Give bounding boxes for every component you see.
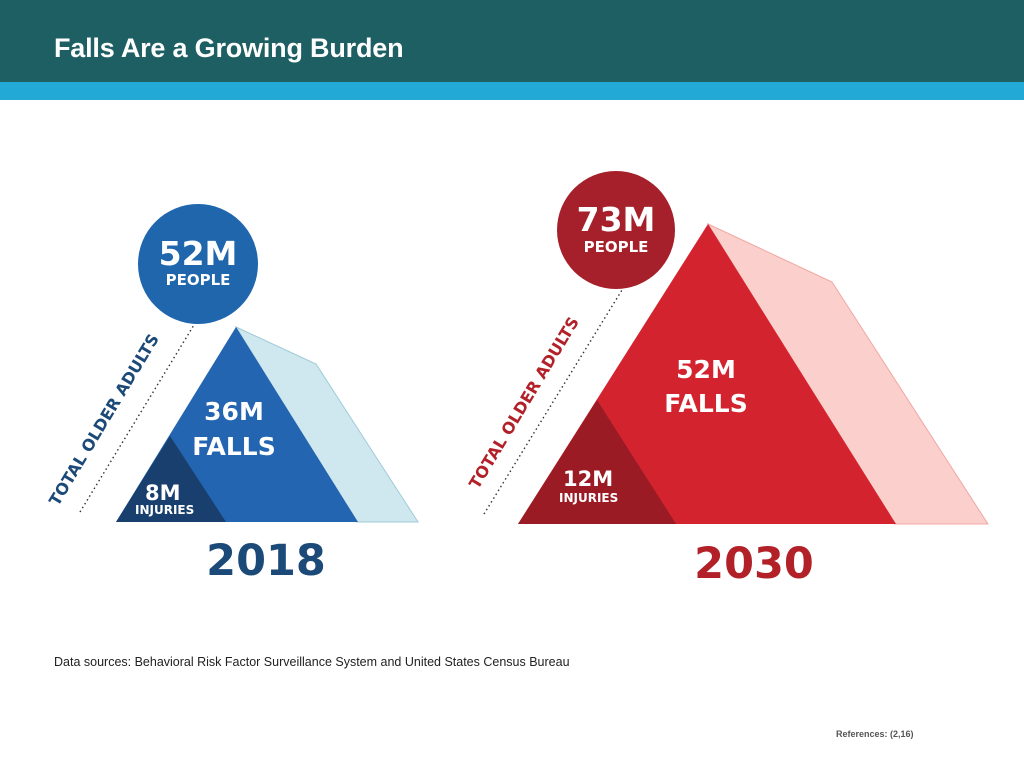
panel-2018: 52M PEOPLE TOTAL OLDER ADULTS 36M FALLS … — [45, 204, 419, 586]
people-2030-label: PEOPLE — [584, 238, 649, 256]
people-2030-circle — [557, 171, 675, 289]
total-older-adults-2018-dotted-line — [79, 319, 198, 513]
falls-2030-label: FALLS — [664, 389, 747, 418]
slide-header — [0, 0, 1024, 82]
people-2018-circle — [138, 204, 258, 324]
header-accent-stripe — [0, 82, 1024, 100]
slide-title: Falls Are a Growing Burden — [54, 33, 404, 63]
people-2030-value: 73M — [577, 200, 656, 239]
falls-infographic: 52M PEOPLE TOTAL OLDER ADULTS 36M FALLS … — [45, 171, 989, 589]
injuries-2030-value: 12M — [563, 467, 613, 491]
year-2030-label: 2030 — [694, 539, 814, 589]
total-older-adults-2030-dotted-line — [483, 289, 623, 515]
falls-2030-value: 52M — [676, 355, 736, 384]
falls-2018-label: FALLS — [192, 432, 275, 461]
injuries-2018-value: 8M — [145, 481, 181, 505]
data-sources-note: Data sources: Behavioral Risk Factor Sur… — [54, 655, 570, 669]
year-2018-label: 2018 — [206, 536, 326, 586]
panel-2030: 73M PEOPLE TOTAL OLDER ADULTS 52M FALLS … — [465, 171, 989, 589]
falls-2018-value: 36M — [204, 397, 264, 426]
injuries-2030-label: INJURIES — [559, 491, 618, 505]
people-2018-label: PEOPLE — [166, 271, 231, 289]
references-note: References: (2,16) — [836, 729, 914, 739]
injuries-2018-label: INJURIES — [135, 503, 194, 517]
people-2018-value: 52M — [159, 234, 238, 273]
injuries-2018-triangle — [116, 436, 226, 522]
injuries-2030-triangle — [518, 400, 676, 524]
